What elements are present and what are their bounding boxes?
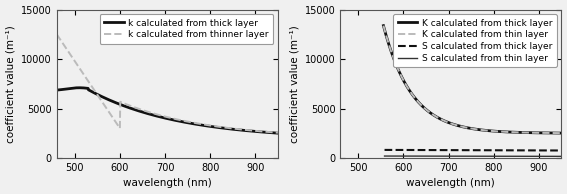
K calculated from thin layer xyxy=(558,132,565,134)
K calculated from thick layer xyxy=(437,118,444,120)
X-axis label: wavelength (nm): wavelength (nm) xyxy=(123,178,211,188)
S calculated from thick layer xyxy=(467,149,474,151)
k calculated from thick layer xyxy=(111,101,117,103)
k calculated from thinner layer xyxy=(154,113,160,116)
Line: K calculated from thin layer: K calculated from thin layer xyxy=(383,26,561,133)
Legend: K calculated from thick layer, K calculated from thin layer, S calculated from t: K calculated from thick layer, K calcula… xyxy=(393,14,557,67)
S calculated from thin layer xyxy=(503,155,510,157)
K calculated from thick layer xyxy=(558,132,565,134)
K calculated from thick layer xyxy=(485,129,492,132)
k calculated from thick layer xyxy=(184,122,191,124)
k calculated from thick layer xyxy=(93,93,100,95)
k calculated from thick layer xyxy=(274,132,281,134)
X-axis label: wavelength (nm): wavelength (nm) xyxy=(407,178,495,188)
S calculated from thick layer xyxy=(558,149,565,152)
k calculated from thinner layer xyxy=(110,118,117,120)
S calculated from thick layer xyxy=(437,149,444,151)
Text: a: a xyxy=(261,14,271,28)
k calculated from thick layer xyxy=(220,127,227,129)
Line: k calculated from thick layer: k calculated from thick layer xyxy=(57,88,278,133)
k calculated from thick layer xyxy=(53,89,60,91)
k calculated from thick layer xyxy=(154,115,160,117)
k calculated from thick layer xyxy=(76,87,83,89)
S calculated from thin layer xyxy=(437,155,444,157)
K calculated from thin layer xyxy=(467,127,474,130)
S calculated from thick layer xyxy=(393,149,400,151)
Y-axis label: coefficient value (m⁻¹): coefficient value (m⁻¹) xyxy=(6,25,15,143)
k calculated from thinner layer xyxy=(53,33,60,36)
K calculated from thick layer xyxy=(503,131,510,133)
S calculated from thin layer xyxy=(393,155,400,157)
K calculated from thin layer xyxy=(437,118,444,120)
S calculated from thin layer xyxy=(467,155,474,157)
k calculated from thinner layer xyxy=(274,132,281,134)
S calculated from thick layer xyxy=(503,149,510,152)
k calculated from thinner layer xyxy=(201,123,208,126)
Line: K calculated from thick layer: K calculated from thick layer xyxy=(383,26,561,133)
S calculated from thin layer xyxy=(558,155,565,158)
S calculated from thin layer xyxy=(485,155,492,157)
Line: S calculated from thick layer: S calculated from thick layer xyxy=(384,150,561,151)
K calculated from thin layer xyxy=(393,66,400,68)
Legend: k calculated from thick layer, k calculated from thinner layer: k calculated from thick layer, k calcula… xyxy=(100,14,273,44)
K calculated from thin layer xyxy=(485,129,492,132)
k calculated from thinner layer xyxy=(92,91,99,94)
K calculated from thick layer xyxy=(467,127,474,130)
k calculated from thinner layer xyxy=(184,120,191,123)
Text: b: b xyxy=(544,14,555,28)
k calculated from thinner layer xyxy=(220,126,227,128)
Line: k calculated from thinner layer: k calculated from thinner layer xyxy=(57,34,278,133)
K calculated from thick layer xyxy=(393,66,400,68)
K calculated from thin layer xyxy=(503,131,510,133)
k calculated from thick layer xyxy=(201,124,208,127)
Y-axis label: coefficient value (m⁻¹): coefficient value (m⁻¹) xyxy=(289,25,299,143)
S calculated from thick layer xyxy=(485,149,492,151)
